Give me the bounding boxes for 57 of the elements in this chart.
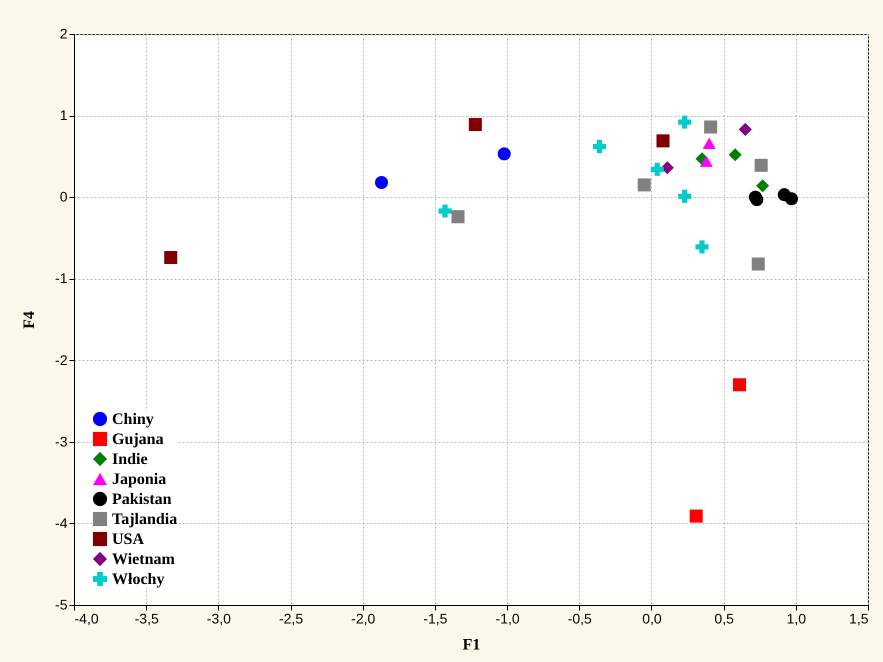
legend-label: Wietnam [112,551,176,568]
legend-label: Japonia [112,471,166,488]
legend-label: Włochy [112,571,164,588]
point [754,158,768,172]
x-tick-label: 0,5 [714,610,734,626]
point [374,176,388,189]
y-tick-label: -1 [55,270,68,286]
legend-label: Chiny [112,411,154,428]
point [678,190,692,203]
point [592,140,606,154]
y-tick-label: -3 [55,433,68,450]
point [704,120,718,134]
legend-label: Indie [112,451,148,468]
y-tick-label: -4 [55,514,68,531]
point [690,510,703,523]
point [656,134,670,148]
point [732,378,746,392]
point [468,118,482,132]
point [498,147,511,160]
legend-label: Pakistan [112,491,172,508]
y-tick-label: 2 [60,26,68,42]
point [438,204,452,218]
point [702,138,716,149]
x-tick-label: 0,0 [642,610,662,626]
point [700,156,713,167]
x-tick-label: -2,5 [278,610,304,626]
x-tick-label: 1,5 [849,610,869,626]
point [728,148,742,162]
point [678,116,692,129]
x-tick-label: -3,0 [206,610,232,626]
x-tick-label: 1,0 [786,610,806,626]
legend-label: USA [112,531,144,548]
legend-label: Gujana [112,431,164,448]
x-tick-label: -1,0 [496,610,520,626]
y-tick-label: -5 [55,596,68,612]
y-tick-label: 0 [60,188,68,205]
point [638,178,651,192]
point [756,179,770,192]
y-axis-title: F4 [21,311,38,329]
x-tick-label: -3,5 [134,610,159,626]
point [660,161,674,174]
x-tick-label: -0,5 [568,610,592,626]
x-tick-label: -4,0 [74,610,99,626]
point [695,240,708,254]
point [752,258,765,271]
y-tick-label: -2 [55,352,68,368]
point [164,250,178,264]
x-tick-label: -2,0 [351,610,376,626]
point [650,162,664,176]
y-tick-label: 1 [60,107,68,124]
x-axis-title: F1 [462,636,480,654]
point [784,192,798,206]
point [451,210,465,224]
point [750,193,764,206]
point [738,122,752,136]
legend-label: Tajlandia [112,511,178,528]
x-tick-label: -1,5 [423,610,448,626]
